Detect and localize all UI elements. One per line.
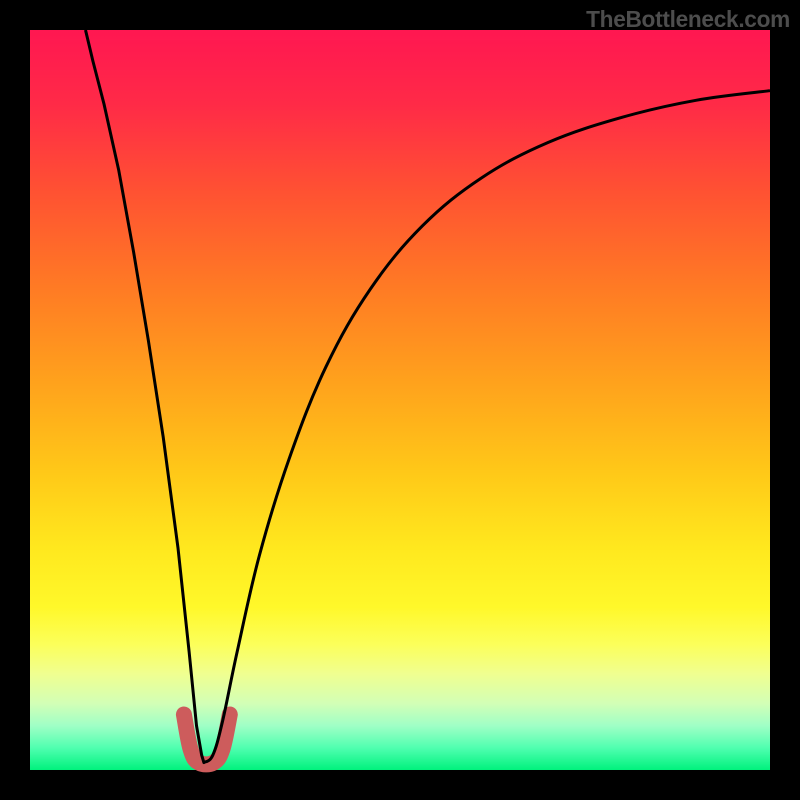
plot-area [30,30,770,770]
bottleneck-chart [0,0,800,800]
watermark-text: TheBottleneck.com [586,6,790,33]
